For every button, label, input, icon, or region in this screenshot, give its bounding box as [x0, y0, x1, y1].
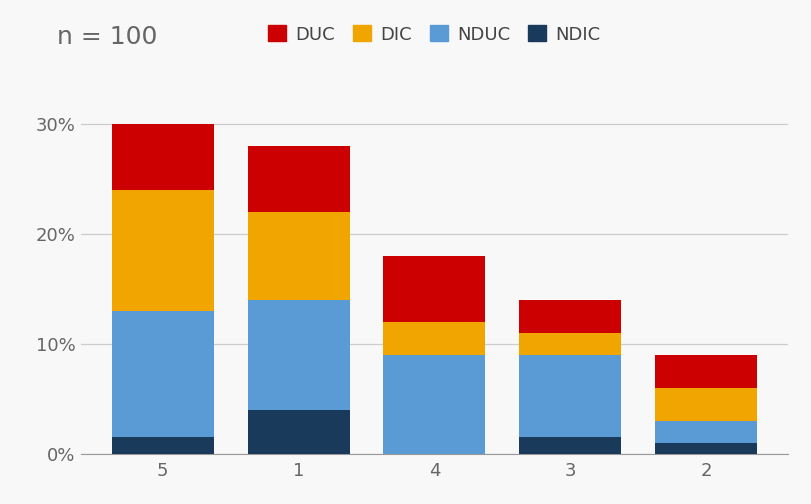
Bar: [112, 437, 213, 454]
Bar: [519, 300, 620, 333]
Bar: [247, 410, 349, 454]
Bar: [383, 256, 485, 322]
Bar: [519, 437, 620, 454]
Legend: DUC, DIC, NDUC, NDIC: DUC, DIC, NDUC, NDIC: [263, 20, 605, 49]
Bar: [654, 355, 756, 388]
Bar: [112, 310, 213, 437]
Text: n = 100: n = 100: [57, 25, 157, 49]
Bar: [247, 146, 349, 212]
Bar: [247, 300, 349, 410]
Bar: [247, 212, 349, 300]
Bar: [519, 333, 620, 355]
Bar: [654, 421, 756, 443]
Bar: [654, 443, 756, 454]
Bar: [112, 190, 213, 310]
Bar: [383, 322, 485, 355]
Bar: [519, 355, 620, 437]
Bar: [654, 388, 756, 421]
Bar: [383, 355, 485, 454]
Bar: [112, 123, 213, 190]
